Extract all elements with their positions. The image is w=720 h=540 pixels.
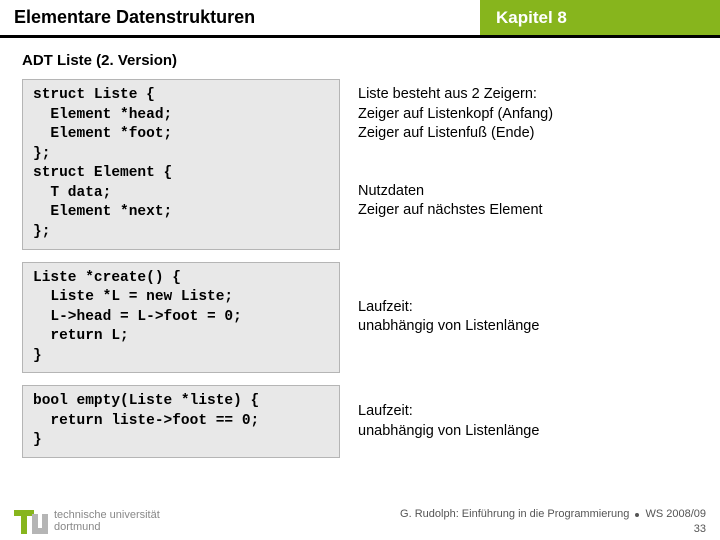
header-title-right: Kapitel 8 bbox=[480, 0, 720, 35]
credit-author: G. Rudolph: Einführung in die Programmie… bbox=[400, 508, 632, 520]
credit-page-number: 33 bbox=[400, 522, 706, 536]
slide-subtitle: ADT Liste (2. Version) bbox=[0, 38, 720, 79]
header-title-left: Elementare Datenstrukturen bbox=[0, 0, 480, 35]
explain-1-text: Laufzeit: unabhängig von Listenlänge bbox=[358, 298, 694, 337]
slide-header: Elementare Datenstrukturen Kapitel 8 bbox=[0, 0, 720, 38]
block-row-2: bool empty(Liste *liste) { return liste-… bbox=[22, 385, 698, 458]
explain-block-2: Laufzeit: unabhängig von Listenlänge bbox=[354, 385, 698, 458]
explain-block-0: Liste besteht aus 2 Zeigern: Zeiger auf … bbox=[354, 79, 698, 250]
slide-footer: technische universität dortmund G. Rudol… bbox=[14, 506, 706, 536]
university-logo: technische universität dortmund bbox=[14, 506, 160, 536]
credit-text: G. Rudolph: Einführung in die Programmie… bbox=[400, 507, 706, 536]
explain-2-text: Laufzeit: unabhängig von Listenlänge bbox=[358, 402, 694, 441]
logo-line1: technische universität bbox=[54, 509, 160, 521]
code-block-2: bool empty(Liste *liste) { return liste-… bbox=[22, 385, 340, 458]
code-block-1: Liste *create() { Liste *L = new Liste; … bbox=[22, 262, 340, 374]
content-area: struct Liste { Element *head; Element *f… bbox=[0, 79, 720, 458]
explain-block-1: Laufzeit: unabhängig von Listenlänge bbox=[354, 262, 698, 374]
explain-0-top: Liste besteht aus 2 Zeigern: Zeiger auf … bbox=[358, 85, 694, 144]
credit-term: WS 2008/09 bbox=[642, 508, 706, 520]
tu-logo-icon bbox=[14, 506, 48, 536]
bullet-separator-icon bbox=[635, 513, 639, 517]
code-block-0: struct Liste { Element *head; Element *f… bbox=[22, 79, 340, 250]
logo-text: technische universität dortmund bbox=[54, 509, 160, 533]
block-row-1: Liste *create() { Liste *L = new Liste; … bbox=[22, 262, 698, 374]
logo-line2: dortmund bbox=[54, 521, 160, 533]
explain-0-bottom: Nutzdaten Zeiger auf nächstes Element bbox=[358, 182, 694, 221]
block-row-0: struct Liste { Element *head; Element *f… bbox=[22, 79, 698, 250]
explain-0-gap bbox=[358, 144, 694, 182]
credit-line1: G. Rudolph: Einführung in die Programmie… bbox=[400, 507, 706, 521]
